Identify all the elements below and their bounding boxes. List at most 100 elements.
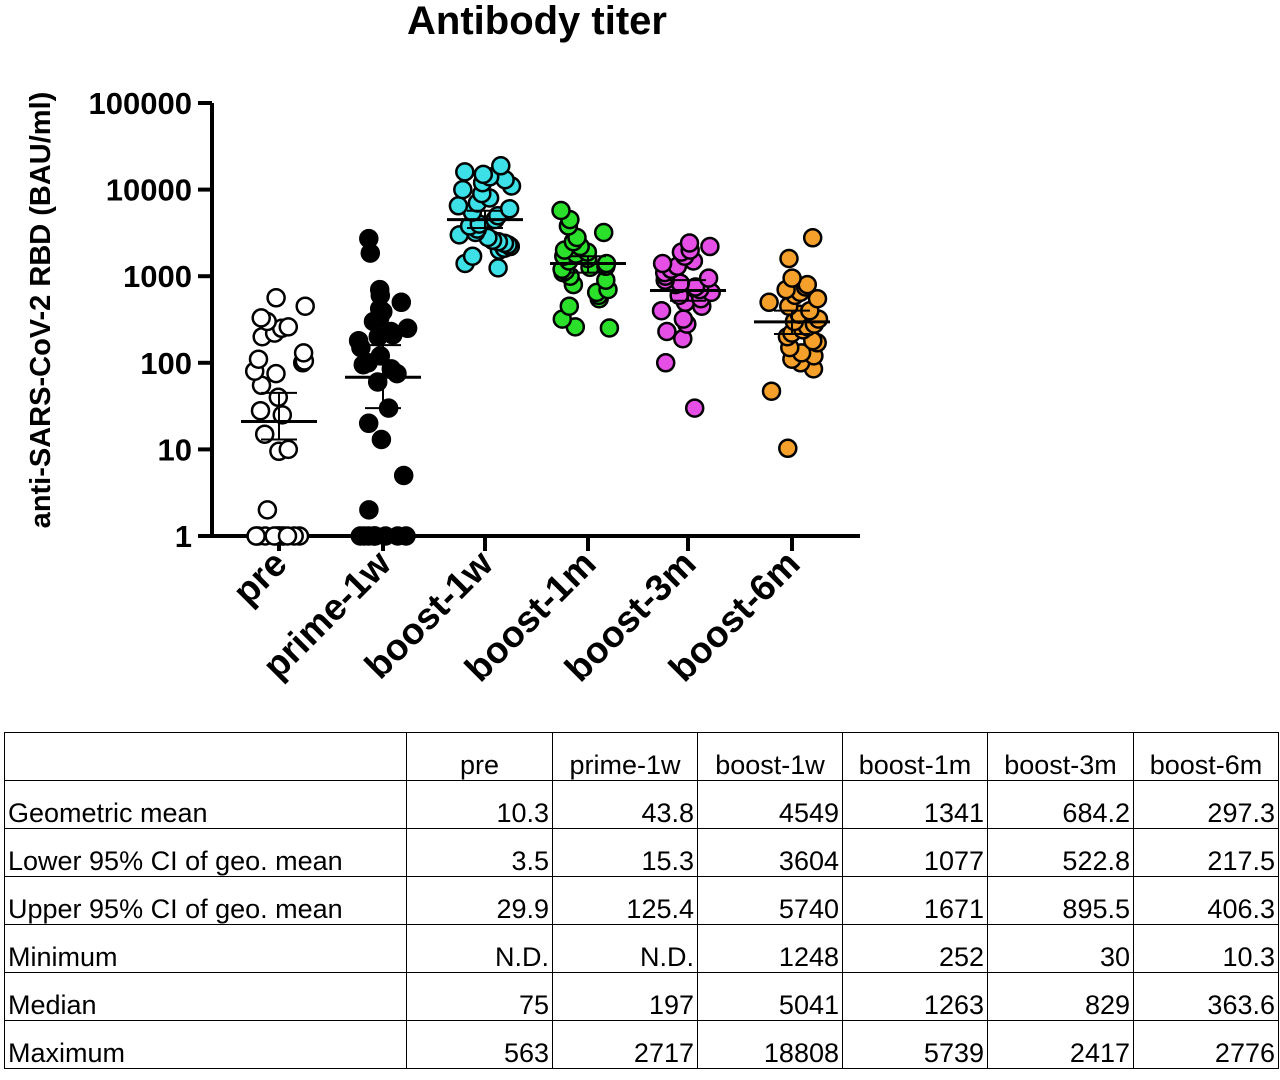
data-point — [559, 296, 580, 316]
table-header-cell: boost-1m — [842, 732, 988, 781]
data-point — [278, 439, 299, 460]
table-row-label: Median — [4, 972, 407, 1021]
table-cell: 406.3 — [1133, 876, 1279, 925]
data-point — [359, 228, 379, 249]
data-point — [391, 292, 412, 313]
y-tick-label: 1000 — [123, 259, 192, 294]
data-point — [779, 248, 799, 269]
table-cell: 5740 — [697, 876, 843, 925]
table-cell: 4549 — [697, 780, 843, 829]
data-point — [370, 346, 391, 366]
table-cell: 2717 — [552, 1020, 698, 1069]
data-point — [761, 381, 782, 401]
table-row-label: Lower 95% CI of geo. mean — [4, 828, 407, 877]
series-prime-1w — [345, 228, 421, 546]
table-header-cell: prime-1w — [552, 732, 698, 781]
table-cell: 3604 — [697, 828, 843, 877]
series-boost-3m — [650, 233, 726, 418]
table-cell: 5739 — [842, 1020, 988, 1069]
data-point — [802, 228, 823, 248]
data-point — [759, 292, 779, 313]
data-point — [599, 318, 620, 338]
table-cell: 297.3 — [1133, 780, 1279, 829]
data-point — [266, 363, 286, 384]
table-cell: 684.2 — [987, 780, 1134, 829]
data-point — [673, 309, 694, 329]
table-header-cell: boost-6m — [1133, 732, 1279, 781]
table-header-cell — [4, 732, 407, 781]
series-boost-1w — [447, 156, 523, 278]
chart-marks — [241, 156, 830, 546]
x-tick-label: pre — [225, 543, 295, 613]
data-point — [652, 253, 673, 274]
data-point — [358, 413, 379, 434]
table-cell: 829 — [987, 972, 1134, 1021]
data-point — [684, 398, 705, 418]
data-point — [396, 526, 416, 546]
data-point — [551, 200, 571, 221]
table-header-cell: boost-1w — [697, 732, 843, 781]
data-point — [651, 300, 672, 321]
table-cell: 2417 — [987, 1020, 1134, 1069]
table-cell: 252 — [842, 924, 988, 973]
table-row: Geometric mean 10.3 43.8 4549 1341 684.2 297.3 — [4, 780, 1279, 829]
table-cell: 563 — [406, 1020, 553, 1069]
table-cell: 1341 — [842, 780, 988, 829]
table-row-label: Geometric mean — [4, 780, 407, 829]
table-cell: 197 — [552, 972, 698, 1021]
table-row: Lower 95% CI of geo. mean 3.5 15.3 3604 1077… — [4, 828, 1279, 877]
y-tick-label: 10000 — [106, 173, 192, 208]
data-point — [473, 164, 494, 185]
data-point — [655, 353, 676, 373]
data-point — [593, 222, 614, 243]
y-tick-label: 100 — [140, 346, 192, 381]
table-header-cell: boost-3m — [987, 732, 1134, 781]
table-cell: 3.5 — [406, 828, 553, 877]
table-cell: 217.5 — [1133, 828, 1279, 877]
table-header-cell: pre — [406, 732, 553, 781]
data-point — [491, 156, 511, 176]
table-cell: 43.8 — [552, 780, 698, 829]
stats-table: pre prime-1w boost-1w boost-1m boost-3m boost… — [4, 732, 1279, 1069]
data-point — [488, 258, 508, 278]
data-point — [348, 330, 369, 351]
data-point — [657, 321, 677, 342]
table-row-label: Maximum — [4, 1020, 407, 1069]
data-point — [295, 296, 315, 316]
data-point — [700, 236, 720, 257]
table-row-label: Upper 95% CI of geo. mean — [4, 876, 407, 925]
y-tick-label: 100000 — [89, 86, 192, 121]
data-point — [393, 465, 414, 486]
data-point — [257, 500, 278, 520]
table-cell: 1248 — [697, 924, 843, 973]
data-point — [246, 526, 266, 546]
table-cell: 5041 — [697, 972, 843, 1021]
data-point — [778, 438, 798, 459]
table-cell: 125.4 — [552, 876, 698, 925]
data-point — [499, 199, 520, 219]
table-cell: 1671 — [842, 876, 988, 925]
table-cell: 10.3 — [406, 780, 553, 829]
table-cell: 18808 — [697, 1020, 843, 1069]
data-point — [448, 196, 469, 216]
table-cell: 75 — [406, 972, 553, 1021]
data-point — [266, 288, 286, 308]
table-cell: 895.5 — [987, 876, 1134, 925]
table-header-row: pre prime-1w boost-1w boost-1m boost-3m boost… — [4, 732, 1279, 781]
data-point — [277, 526, 298, 546]
data-point — [248, 349, 269, 369]
data-point — [807, 288, 828, 309]
data-point — [397, 318, 418, 339]
y-tick-label: 10 — [158, 432, 192, 467]
table-cell: N.D. — [406, 924, 553, 973]
data-point — [455, 162, 475, 182]
table-cell: 522.8 — [987, 828, 1134, 877]
chart: Antibody titer anti-SARS-CoV-2 RBD (BAU/… — [25, 0, 860, 689]
table-cell: 1263 — [842, 972, 988, 1021]
series-pre — [241, 288, 317, 546]
table-cell: 2776 — [1133, 1020, 1279, 1069]
table-cell: 15.3 — [552, 828, 698, 877]
series-boost-1m — [550, 200, 626, 338]
table-cell: 30 — [987, 924, 1134, 973]
table-cell: 363.6 — [1133, 972, 1279, 1021]
